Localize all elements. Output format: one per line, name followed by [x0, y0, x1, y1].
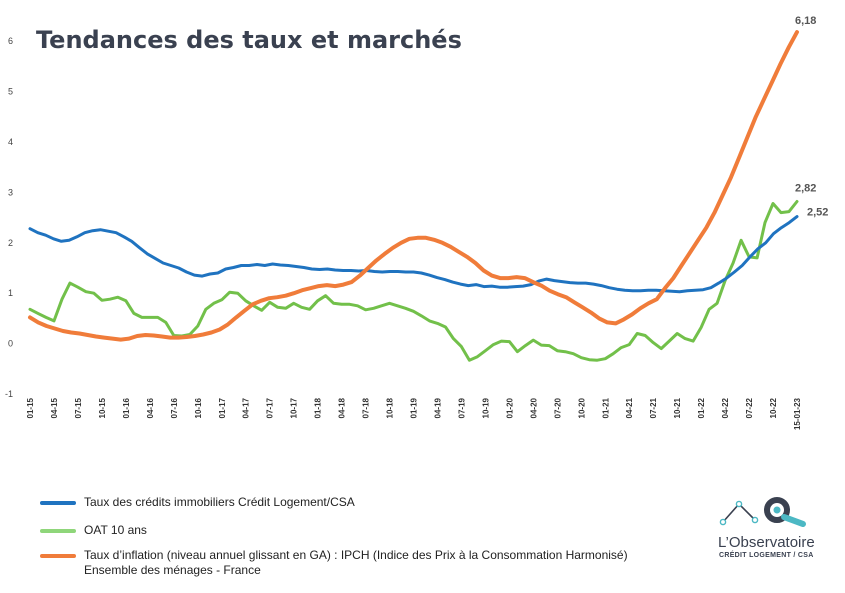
x-tick-label: 01-18 — [314, 397, 323, 418]
x-axis: 01-15 04-15 07-15 10-15 01-16 04-16 07-16 10-16… — [26, 397, 802, 430]
x-tick-label: 04-17 — [242, 397, 251, 418]
series-layer — [28, 30, 799, 362]
logo-name: L’Observatoire — [718, 534, 815, 551]
observatoire-logo-icon — [719, 497, 806, 527]
x-tick-label: 07-22 — [745, 397, 754, 418]
legend-label-inflation-line1: Taux d’inflation (niveau annuel glissant… — [84, 548, 628, 562]
y-tick-label: 5 — [8, 87, 13, 97]
y-tick-label: 0 — [8, 339, 13, 349]
y-tick-label: 1 — [8, 288, 13, 298]
x-tick-label: 01-20 — [505, 397, 514, 418]
x-tick-label: 10-17 — [290, 397, 299, 418]
x-tick-label: 01-17 — [218, 397, 227, 418]
x-tick-label: 04-19 — [433, 397, 442, 418]
x-tick-label: 01-21 — [601, 397, 610, 418]
series-line-inflation — [28, 30, 799, 342]
series-line-oat — [28, 200, 799, 362]
x-tick-label: 10-22 — [769, 397, 778, 418]
x-tick-label: 04-16 — [146, 397, 155, 418]
x-tick-label: 10-18 — [386, 397, 395, 418]
x-tick-label: 04-15 — [50, 397, 59, 418]
legend-label-oat: OAT 10 ans — [84, 523, 147, 537]
x-tick-label: 04-20 — [529, 397, 538, 418]
y-tick-label: 2 — [8, 238, 13, 248]
x-tick-label: 10-15 — [98, 397, 107, 418]
y-tick-label: 3 — [8, 187, 13, 197]
legend-swatch-oat — [40, 529, 76, 533]
x-tick-label: 04-18 — [338, 397, 347, 418]
x-tick-label: 07-20 — [553, 397, 562, 418]
y-axis: -1 0 1 2 3 4 5 6 — [5, 36, 13, 399]
x-tick-label: 15-01-23 — [793, 397, 802, 430]
logo-subtitle: CRÉDIT LOGEMENT / CSA — [719, 552, 814, 559]
legend-swatch-credit-rate — [40, 501, 76, 505]
x-tick-label: 10-20 — [577, 397, 586, 418]
legend-swatch-inflation — [40, 554, 76, 558]
legend-item-inflation: Taux d’inflation (niveau annuel glissant… — [40, 548, 700, 578]
x-tick-label: 04-21 — [625, 397, 634, 418]
y-tick-label: 4 — [8, 137, 13, 147]
x-tick-label: 10-19 — [481, 397, 490, 418]
x-tick-label: 04-22 — [721, 397, 730, 418]
legend-item-oat: OAT 10 ans — [40, 523, 700, 538]
chart-title: Tendances des taux et marchés — [36, 26, 462, 54]
series-line-credit-rate — [28, 215, 799, 294]
x-tick-label: 01-19 — [410, 397, 419, 418]
legend-label-inflation-line2: Ensemble des ménages - France — [84, 563, 261, 577]
x-tick-label: 01-15 — [26, 397, 35, 418]
x-tick-label: 07-21 — [649, 397, 658, 418]
end-labels: 2,52 2,82 6,18 — [795, 15, 828, 218]
x-tick-label: 01-22 — [697, 397, 706, 418]
x-tick-label: 07-17 — [266, 397, 275, 418]
legend-label-credit-rate: Taux des crédits immobiliers Crédit Loge… — [84, 495, 355, 509]
x-tick-label: 10-16 — [194, 397, 203, 418]
x-tick-label: 07-15 — [74, 397, 83, 418]
x-tick-label: 01-16 — [122, 397, 131, 418]
x-tick-label: 10-21 — [673, 397, 682, 418]
x-tick-label: 07-19 — [457, 397, 466, 418]
x-tick-label: 07-18 — [362, 397, 371, 418]
end-label-credit-rate: 2,52 — [807, 207, 828, 219]
end-label-oat: 2,82 — [795, 182, 816, 194]
end-label-inflation: 6,18 — [795, 15, 816, 27]
y-tick-label: 6 — [8, 36, 13, 46]
legend-item-credit-rate: Taux des crédits immobiliers Crédit Loge… — [40, 495, 700, 510]
x-tick-label: 07-16 — [170, 397, 179, 418]
y-tick-label: -1 — [5, 389, 13, 399]
legend: Taux des crédits immobiliers Crédit Loge… — [40, 495, 700, 578]
